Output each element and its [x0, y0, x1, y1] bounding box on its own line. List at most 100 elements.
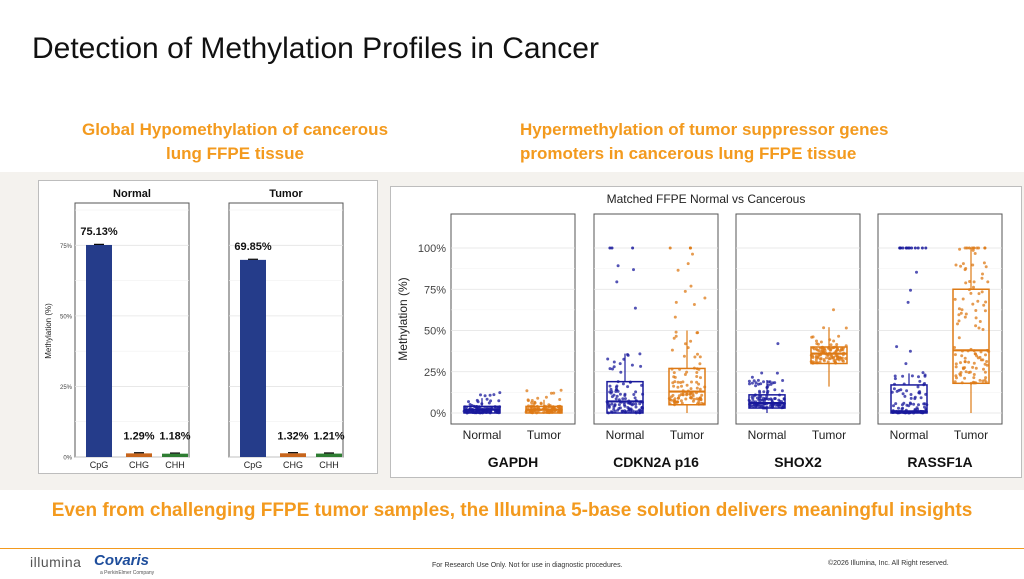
y-axis-label: Methylation (%)	[396, 277, 410, 360]
data-point	[828, 351, 832, 355]
data-point	[464, 410, 468, 413]
data-point	[624, 410, 628, 414]
data-point	[765, 386, 769, 389]
data-point	[833, 358, 837, 362]
data-point	[890, 390, 894, 394]
data-point	[638, 352, 642, 356]
data-point	[826, 360, 830, 364]
slide-title: Detection of Methylation Profiles in Can…	[32, 32, 599, 65]
data-point	[908, 349, 912, 353]
data-point	[983, 246, 987, 250]
data-point	[836, 357, 840, 361]
data-point	[640, 383, 644, 387]
data-point	[668, 246, 672, 250]
data-point	[544, 395, 548, 399]
data-point	[699, 376, 702, 380]
data-point	[972, 349, 976, 353]
data-point	[616, 380, 620, 384]
data-point	[963, 376, 967, 380]
data-point	[700, 393, 704, 397]
right-heading-line2: promoters in cancerous lung FFPE tissue	[520, 144, 857, 163]
data-point	[544, 409, 548, 413]
y-tick-label: 25%	[424, 367, 446, 379]
data-point	[961, 262, 965, 266]
data-point	[695, 391, 698, 395]
data-point	[634, 405, 638, 409]
data-point	[953, 346, 956, 349]
data-point	[960, 308, 964, 312]
data-point	[893, 377, 897, 381]
data-point	[619, 370, 623, 374]
data-point	[813, 361, 817, 364]
covaris-logo: Covaris	[94, 552, 150, 569]
data-point	[752, 400, 755, 403]
data-point	[891, 409, 895, 413]
data-point	[904, 362, 908, 366]
data-point	[916, 385, 920, 389]
data-point	[747, 398, 751, 402]
data-point	[773, 397, 777, 401]
data-point	[901, 246, 905, 250]
data-point	[770, 400, 774, 403]
data-point	[554, 408, 557, 412]
data-point	[908, 401, 912, 405]
data-point	[977, 326, 981, 330]
data-point	[909, 288, 912, 292]
data-point	[610, 402, 614, 406]
data-point	[910, 246, 914, 250]
data-point	[899, 246, 903, 250]
data-point	[972, 376, 976, 380]
data-point	[978, 320, 982, 323]
data-point	[840, 348, 844, 352]
data-point	[841, 358, 844, 362]
data-point	[895, 410, 899, 414]
data-point	[692, 366, 696, 370]
data-point	[641, 406, 644, 410]
data-point	[893, 374, 897, 378]
data-point	[634, 399, 638, 403]
y-tick-label: 50%	[60, 314, 73, 320]
data-point	[963, 315, 967, 319]
data-point	[956, 322, 959, 326]
data-point	[957, 313, 961, 317]
data-point	[677, 394, 681, 398]
data-point	[820, 348, 824, 352]
data-point	[671, 381, 675, 385]
data-point	[641, 392, 645, 396]
data-point	[609, 391, 613, 395]
data-point	[917, 403, 920, 407]
data-point	[674, 330, 678, 334]
data-point	[821, 345, 825, 349]
data-point	[984, 353, 987, 357]
data-point	[700, 401, 704, 405]
data-point	[679, 381, 683, 384]
data-point	[630, 363, 634, 367]
data-point	[974, 366, 978, 370]
data-point	[633, 306, 637, 310]
data-point	[975, 246, 979, 250]
data-point	[626, 353, 630, 357]
data-point	[558, 398, 562, 401]
data-point	[953, 380, 957, 384]
data-point	[680, 401, 684, 405]
data-point	[767, 397, 771, 401]
data-point	[670, 348, 674, 352]
data-point	[959, 311, 963, 315]
data-point	[609, 387, 613, 391]
data-point	[778, 393, 781, 397]
data-point	[906, 410, 910, 414]
y-tick-label: 100%	[418, 243, 446, 255]
data-point	[901, 392, 905, 396]
data-point	[618, 392, 622, 396]
data-point	[982, 303, 986, 307]
data-point	[768, 380, 772, 384]
data-point	[957, 307, 961, 311]
data-point	[497, 405, 501, 409]
data-point	[686, 346, 690, 350]
data-point	[683, 289, 687, 293]
data-point	[676, 380, 680, 384]
x-tick-label: Normal	[606, 428, 645, 442]
right-heading-line1: Hypermethylation of tumor suppressor gen…	[520, 120, 889, 139]
data-point	[638, 408, 642, 412]
data-point	[840, 356, 844, 360]
